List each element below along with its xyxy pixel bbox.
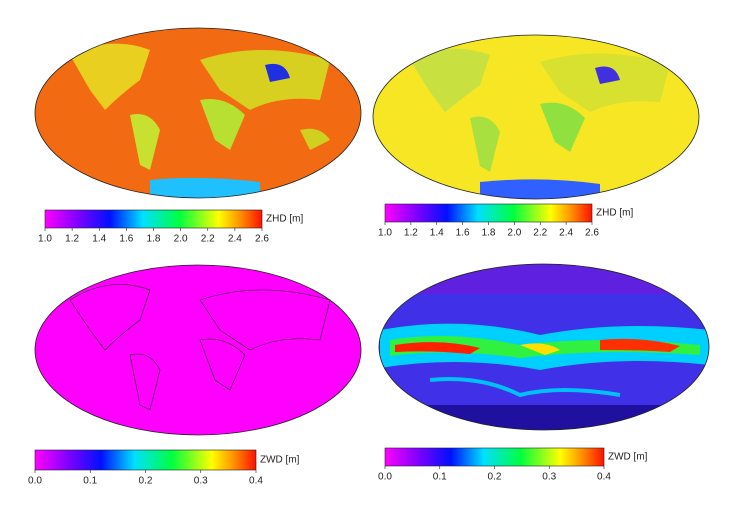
colorbar-tick-label: 1.0 <box>38 234 52 245</box>
colorbar-label: ZHD [m] <box>266 214 303 225</box>
colorbar <box>384 203 593 223</box>
colorbar-tick-label: 2.4 <box>559 228 573 239</box>
colorbar-tick-label: 1.8 <box>482 228 496 239</box>
colorbar-tick-label: 2.4 <box>228 234 242 245</box>
colorbar-label: ZWD [m] <box>260 455 300 466</box>
colorbar-tick-label: 0.1 <box>433 472 447 483</box>
colorbar-tick-label: 2.6 <box>255 234 269 245</box>
map-zwd-1 <box>34 264 362 436</box>
colorbar-tick-label: 1.6 <box>119 234 133 245</box>
colorbar-label: ZWD [m] <box>608 452 648 463</box>
colorbar <box>34 449 257 471</box>
colorbar-tick-label: 1.6 <box>456 228 470 239</box>
colorbar-tick-label: 0.3 <box>194 476 208 487</box>
colorbar-tick-label: 2.2 <box>201 234 215 245</box>
colorbar-label: ZHD [m] <box>596 208 633 219</box>
colorbar-tick-label: 2.6 <box>585 228 599 239</box>
colorbar-tick-label: 0.0 <box>28 476 42 487</box>
map-zwd-2 <box>378 263 710 431</box>
colorbar-tick-label: 1.8 <box>147 234 161 245</box>
colorbar-tick-label: 2.0 <box>507 228 521 239</box>
colorbar-tick-label: 0.4 <box>597 472 611 483</box>
colorbar-tick-label: 0.2 <box>488 472 502 483</box>
colorbar-tick-label: 0.4 <box>249 476 263 487</box>
colorbar-tick-label: 0.1 <box>83 476 97 487</box>
colorbar-tick-label: 2.0 <box>174 234 188 245</box>
colorbar-tick-label: 1.4 <box>92 234 106 245</box>
colorbar-tick-label: 0.2 <box>139 476 153 487</box>
colorbar-tick-label: 2.2 <box>533 228 547 239</box>
colorbar-tick-label: 1.4 <box>430 228 444 239</box>
colorbar-tick-label: 1.2 <box>404 228 418 239</box>
map-zhd-2 <box>372 34 700 200</box>
colorbar <box>384 447 605 467</box>
map-zhd-1 <box>34 27 362 199</box>
colorbar-tick-label: 1.2 <box>65 234 79 245</box>
colorbar-tick-label: 1.0 <box>378 228 392 239</box>
colorbar <box>44 209 263 229</box>
colorbar-tick-label: 0.3 <box>542 472 556 483</box>
colorbar-tick-label: 0.0 <box>378 472 392 483</box>
